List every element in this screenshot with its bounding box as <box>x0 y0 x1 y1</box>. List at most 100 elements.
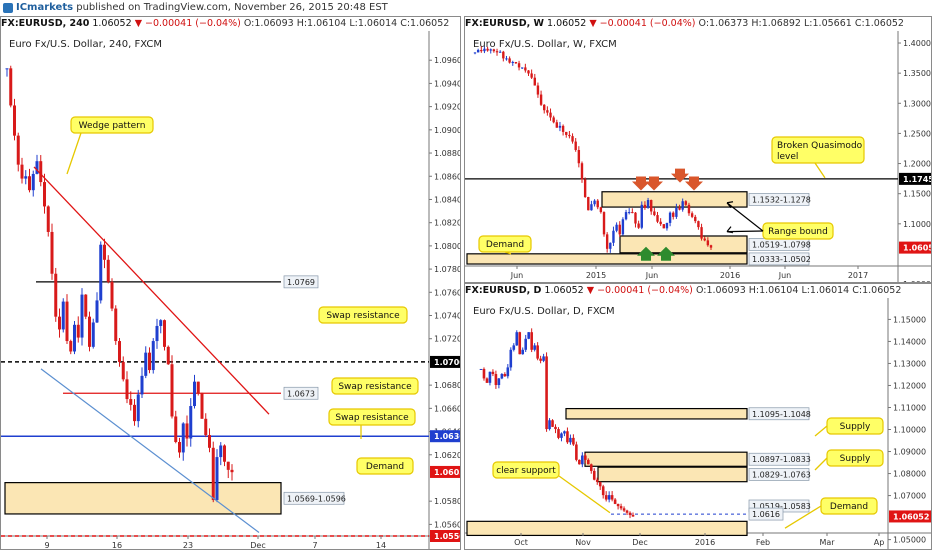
symbol-name: FX:EURUSD, D <box>465 285 542 296</box>
annotation-clear-support-box <box>492 461 560 479</box>
y-tick-label: 1.06800 <box>434 381 461 390</box>
candle-body <box>514 62 518 64</box>
daily-chart[interactable]: Euro Fx/U.S. Dollar, D, FXCM 1.15000 1.140… <box>465 298 932 550</box>
candle-body <box>189 406 193 439</box>
candle-body <box>226 461 230 470</box>
candle-body <box>185 423 189 439</box>
y-tick-label: 1.06600 <box>434 404 461 413</box>
chart-title: Euro Fx/U.S. Dollar, 240, FXCM <box>9 39 162 50</box>
annotation-range-bound: Range bound <box>768 227 828 237</box>
level-price-tag <box>430 530 460 542</box>
candle-body <box>16 135 20 165</box>
y-tick-label: 1.20000 <box>903 160 932 169</box>
ohlc-close: C:1.06052 <box>400 18 450 29</box>
candle-body <box>598 481 602 487</box>
candle-body <box>196 381 200 394</box>
candle-body <box>129 399 133 405</box>
x-tick-label: Ap <box>874 538 885 547</box>
candle-body <box>557 429 560 438</box>
candle-body <box>552 117 555 123</box>
candle-body <box>572 437 575 445</box>
callout-pointer <box>814 425 828 437</box>
candle-body <box>511 62 514 64</box>
candle-body <box>563 431 566 434</box>
x-tick-label: 9 <box>44 541 49 549</box>
candle-body <box>506 367 510 377</box>
zone-box <box>466 520 748 537</box>
candle-body <box>99 244 103 301</box>
candle-body <box>76 324 80 338</box>
candle-body <box>650 200 653 212</box>
candle-body <box>627 212 631 214</box>
candle-body <box>690 213 694 217</box>
up-arrow-icon <box>637 246 655 261</box>
candle-body <box>480 49 483 52</box>
chart-panel-daily[interactable]: FX:EURUSD, D 1.06052 ▼ −0.00041 (−0.04%)… <box>464 283 932 550</box>
candle-body <box>555 122 559 128</box>
candle-body <box>508 58 511 63</box>
candle-body <box>530 332 533 350</box>
callout-pointer <box>558 475 611 514</box>
level-price-text: 1.07000 <box>434 358 461 367</box>
chart-panel-h4[interactable]: FX:EURUSD, 240 1.06052 ▼ −0.00041 (−0.04… <box>0 16 461 550</box>
candle-body <box>527 332 530 339</box>
y-tick-label: 1.09200 <box>434 103 461 112</box>
down-arrow-icon <box>632 176 650 191</box>
zone-label: 1.0829-1.0763 <box>752 470 811 479</box>
candle-body <box>659 221 662 225</box>
down-arrow-icon <box>671 168 689 183</box>
down-arrow-icon <box>645 176 663 191</box>
ohlc-low: L:1.06014 <box>349 18 398 29</box>
weekly-chart[interactable]: Euro Fx/U.S. Dollar, W, FXCM 1.40000 1.350… <box>465 31 932 283</box>
candle-body <box>114 308 118 342</box>
zone-box <box>601 191 748 208</box>
candle-body <box>494 374 498 386</box>
candle-body <box>536 345 539 359</box>
zone-label-box <box>283 491 345 505</box>
author-name[interactable]: ICmarkets <box>16 2 74 13</box>
candle-body <box>230 469 234 473</box>
candle-body <box>578 459 581 465</box>
candle-body <box>631 212 634 214</box>
candle-body <box>482 368 486 379</box>
candle-body <box>595 479 599 482</box>
candle-body <box>208 435 211 448</box>
callout-pointer <box>814 162 826 179</box>
last-price: 1.06052 <box>92 18 132 29</box>
candle-body <box>503 374 507 377</box>
candle-body <box>694 216 697 222</box>
candle-body <box>524 338 528 350</box>
annotation-demand: Demand <box>366 462 404 472</box>
candle-body <box>615 224 618 231</box>
chart-title: Euro Fx/U.S. Dollar, D, FXCM <box>473 306 615 317</box>
level-price-tag <box>430 355 460 368</box>
h4-chart[interactable]: Euro Fx/U.S. Dollar, 240, FXCM 1.09600 1.0… <box>1 31 461 549</box>
ohlc-open: O:1.06093 <box>243 18 294 29</box>
candle-body <box>144 352 148 376</box>
candle-body <box>9 68 13 106</box>
candle-body <box>215 457 219 501</box>
candle-body <box>512 345 516 350</box>
symbol-name: FX:EURUSD, W <box>465 18 544 29</box>
ohlc-high: H:1.06104 <box>296 18 347 29</box>
candle-body <box>558 125 562 128</box>
candle-body <box>193 381 196 407</box>
candle-body <box>489 49 492 51</box>
candle-body <box>637 223 640 228</box>
y-tick-label: 1.07600 <box>434 288 461 297</box>
zone-box <box>4 482 282 515</box>
candle-body <box>709 245 713 248</box>
zone-label: 1.1095-1.1048 <box>752 410 811 419</box>
candle-body <box>624 212 628 220</box>
candle-body <box>580 163 584 180</box>
candle-body <box>170 364 174 417</box>
y-tick-label: 1.00000 <box>903 280 932 283</box>
candle-body <box>643 204 647 208</box>
candle-body <box>486 48 489 51</box>
zone-label: 1.0569-1.0596 <box>287 494 346 503</box>
last-price-tag <box>899 241 931 254</box>
chart-panel-weekly[interactable]: FX:EURUSD, W 1.06052 ▼ −0.00041 (−0.04%)… <box>464 16 932 283</box>
candle-body <box>65 301 69 342</box>
y-tick-label: 1.09000 <box>434 126 461 135</box>
symbol-header: FX:EURUSD, 240 1.06052 ▼ −0.00041 (−0.04… <box>1 17 460 31</box>
